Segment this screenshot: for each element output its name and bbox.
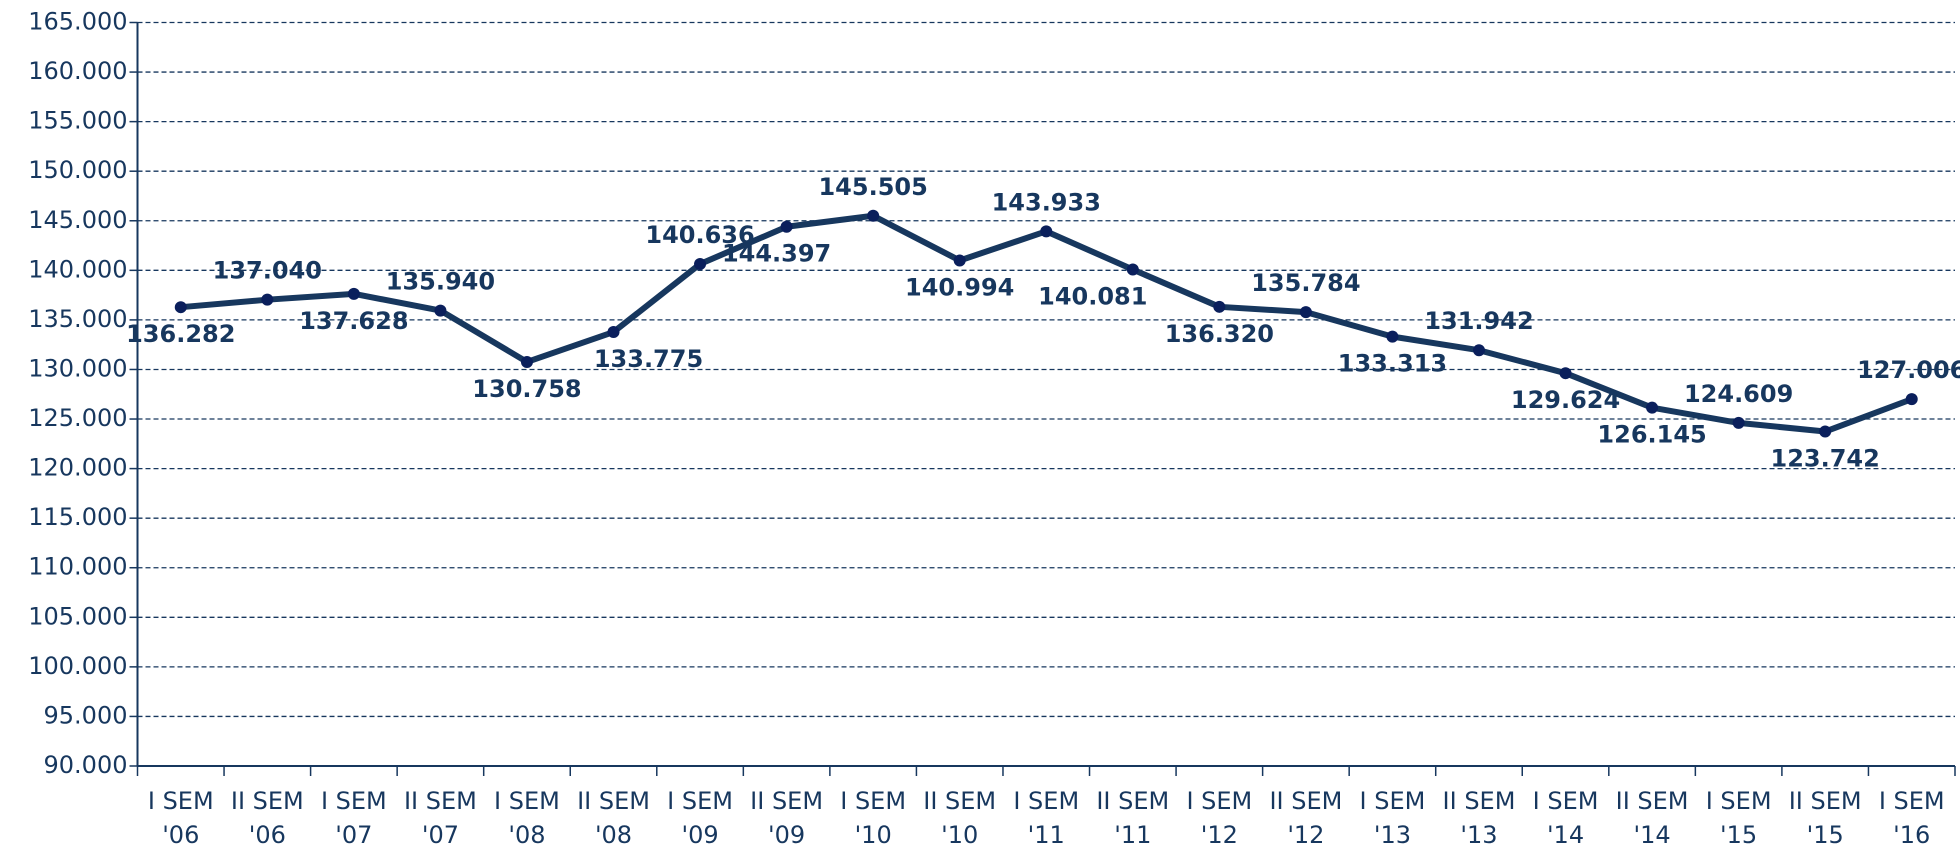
y-tick-label: 100.000 [28,652,127,680]
marker [1732,416,1745,429]
x-tick-label: II SEM '07 [404,787,477,849]
marker [520,355,533,368]
data-label: 136.320 [1165,320,1274,348]
x-tick-label: II SEM '08 [577,787,650,849]
y-tick-label: 110.000 [28,553,127,581]
marker [1386,330,1399,343]
y-tick-label: 135.000 [28,305,127,333]
y-tick-label: 130.000 [28,354,127,382]
marker [694,258,707,271]
marker [1472,344,1485,357]
y-tick-label: 90.000 [44,751,128,779]
y-tick-label: 95.000 [44,701,128,729]
y-tick-label: 150.000 [28,156,127,184]
data-label: 137.628 [299,307,408,335]
marker [1213,300,1226,313]
x-tick-label: I SEM '08 [494,787,560,849]
x-tick-label: I SEM '13 [1360,787,1426,849]
data-label: 140.636 [645,221,754,249]
data-label: 133.775 [594,345,703,373]
data-label: 140.994 [905,273,1014,301]
x-tick-label: I SEM '07 [321,787,387,849]
marker [174,301,187,314]
marker [1559,367,1572,380]
marker [1126,263,1139,276]
x-tick-label: II SEM '13 [1443,787,1516,849]
marker [347,287,360,300]
y-tick-label: 155.000 [28,107,127,135]
y-tick-label: 105.000 [28,602,127,630]
marker [1819,425,1832,438]
marker [261,293,274,306]
marker [780,220,793,233]
x-tick-label: II SEM '06 [231,787,304,849]
x-tick-label: II SEM '15 [1789,787,1862,849]
data-label: 144.397 [722,240,831,268]
y-tick-label: 140.000 [28,255,127,283]
y-tick-label: 125.000 [28,404,127,432]
data-label: 130.758 [472,375,581,403]
data-label: 135.784 [1251,269,1360,297]
x-tick-label: II SEM '10 [923,787,996,849]
marker [1299,306,1312,319]
marker [867,209,880,222]
data-label: 136.282 [126,320,235,348]
y-tick-label: 120.000 [28,454,127,482]
data-label: 137.040 [213,257,322,285]
data-label: 133.313 [1338,350,1447,378]
marker [607,326,620,339]
data-label: 143.933 [992,188,1101,216]
x-tick-label: II SEM '09 [750,787,823,849]
marker [1905,393,1918,406]
x-tick-label: I SEM '14 [1533,787,1599,849]
data-label: 123.742 [1771,445,1880,473]
data-label: 129.624 [1511,386,1620,414]
marker [1646,401,1659,414]
x-tick-label: I SEM '06 [148,787,214,849]
x-tick-label: I SEM '15 [1706,787,1772,849]
data-label: 124.609 [1684,380,1793,408]
x-tick-label: I SEM '11 [1013,787,1079,849]
data-label: 127.006 [1857,356,1960,384]
x-tick-label: II SEM '12 [1269,787,1342,849]
y-tick-label: 115.000 [28,503,127,531]
line [180,212,1913,435]
marker [1040,225,1053,238]
y-tick-label: 165.000 [28,8,127,36]
x-tick-label: I SEM '09 [667,787,733,849]
x-tick-label: I SEM '16 [1879,787,1945,849]
data-label: 135.940 [386,268,495,296]
data-label: 131.942 [1424,307,1533,335]
marker [953,254,966,267]
data-label: 145.505 [818,173,927,201]
data-label: 140.081 [1038,283,1147,311]
x-tick-label: I SEM '12 [1186,787,1252,849]
data-label: 126.145 [1597,421,1706,449]
marker [434,304,447,317]
x-tick-label: II SEM '14 [1616,787,1689,849]
y-tick-label: 145.000 [28,206,127,234]
x-tick-label: II SEM '11 [1096,787,1169,849]
x-tick-label: I SEM '10 [840,787,906,849]
y-tick-label: 160.000 [28,57,127,85]
